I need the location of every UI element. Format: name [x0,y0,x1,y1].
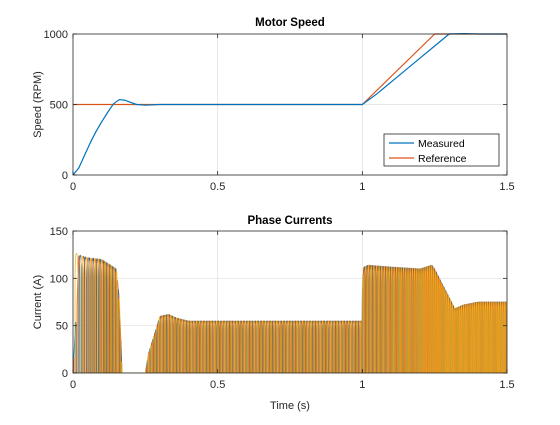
legend-label-reference: Reference [418,153,467,165]
x-tick-label: 1 [359,379,365,391]
phase-currents-series [73,252,507,373]
y-tick-label: 1000 [44,29,68,41]
y-tick-label: 100 [50,273,68,285]
x-tick-label: 1 [359,181,365,193]
motor-speed-title: Motor Speed [255,17,325,29]
y-tick-label: 0 [62,170,68,182]
motor-speed-ylabel: Speed (RPM) [32,71,44,138]
y-tick-label: 500 [50,100,68,112]
y-tick-label: 0 [62,368,68,380]
y-tick-label: 50 [56,321,68,333]
x-tick-label: 1.5 [499,181,514,193]
x-tick-label: 0 [70,379,76,391]
phase-currents-xlabel: Time (s) [270,400,310,412]
x-tick-label: 0.5 [210,379,225,391]
phase-current-line-1 [73,254,507,373]
x-tick-label: 0 [70,181,76,193]
legend-label-measured: Measured [418,138,465,150]
x-tick-label: 0.5 [210,181,225,193]
phase-currents-title: Phase Currents [247,215,332,227]
motor-speed-legend: Measured Reference [383,133,500,167]
phase-currents-ticks: 0 0.5 1 1.5 0 50 100 150 [50,226,515,391]
motor-speed-ticks: 0 0.5 1 1.5 0 500 1000 [44,29,515,193]
phase-currents-axes: 0 0.5 1 1.5 0 50 100 150 Phase Currents Current… [32,215,515,412]
legend-box [383,133,500,167]
y-tick-label: 150 [50,226,68,238]
series-line-measured [72,32,507,176]
motor-speed-axes: 0 0.5 1 1.5 0 500 1000 Motor Speed Speed (RPM)… [32,17,515,193]
x-tick-label: 1.5 [499,379,514,391]
phase-currents-ylabel: Current (A) [32,275,44,329]
phase-currents-axes-box [72,230,508,374]
